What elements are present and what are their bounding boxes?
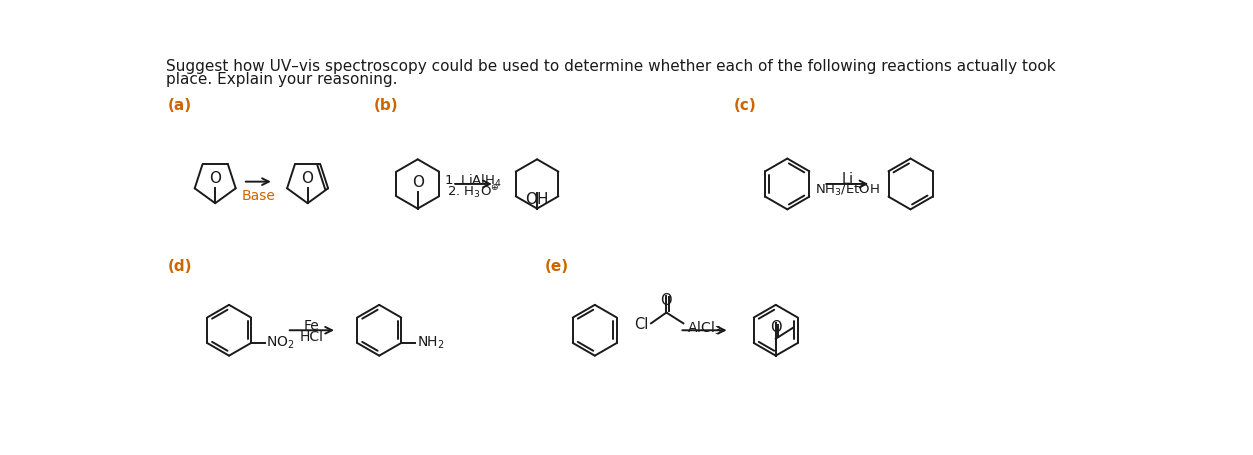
Text: Li: Li <box>841 172 853 187</box>
Text: Cl: Cl <box>634 318 649 332</box>
Text: O: O <box>302 171 313 186</box>
Text: NH$_3$/EtOH: NH$_3$/EtOH <box>814 183 880 198</box>
Text: OH: OH <box>525 192 549 207</box>
Text: (d): (d) <box>168 258 192 273</box>
Text: Base: Base <box>242 189 276 203</box>
Text: 2. H$_3$O$^{\oplus}$: 2. H$_3$O$^{\oplus}$ <box>447 184 500 201</box>
Text: O: O <box>209 171 222 186</box>
Text: (b): (b) <box>373 98 398 113</box>
Text: (a): (a) <box>168 98 192 113</box>
Text: place. Explain your reasoning.: place. Explain your reasoning. <box>165 71 397 86</box>
Text: NO$_2$: NO$_2$ <box>267 335 296 351</box>
Text: O: O <box>412 175 424 190</box>
Text: Fe: Fe <box>303 319 320 334</box>
Text: AlCl$_3$: AlCl$_3$ <box>687 319 722 337</box>
Text: NH$_2$: NH$_2$ <box>416 335 445 351</box>
Text: HCl: HCl <box>299 330 323 344</box>
Text: Suggest how UV–vis spectroscopy could be used to determine whether each of the f: Suggest how UV–vis spectroscopy could be… <box>165 59 1055 74</box>
Text: O: O <box>660 293 672 308</box>
Text: 1. LiAlH$_4$: 1. LiAlH$_4$ <box>444 172 502 188</box>
Text: O: O <box>769 320 782 335</box>
Text: (c): (c) <box>733 98 757 113</box>
Text: (e): (e) <box>545 258 569 273</box>
